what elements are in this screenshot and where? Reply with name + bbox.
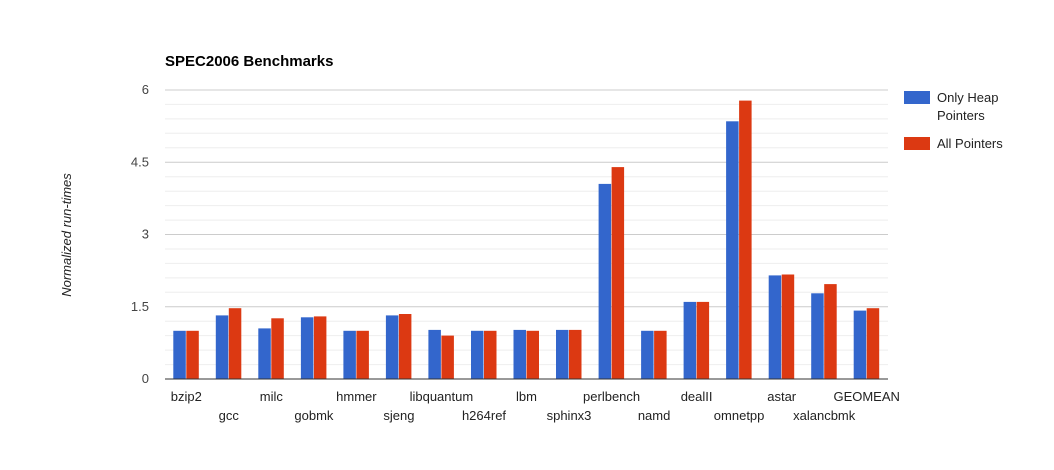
- x-category-label: bzip2: [171, 389, 202, 404]
- legend-swatch: [904, 91, 930, 104]
- x-category-label: dealII: [681, 389, 713, 404]
- bars: [165, 100, 888, 380]
- y-tick-label: 4.5: [131, 154, 149, 169]
- x-category-label: lbm: [516, 389, 537, 404]
- y-tick-label: 0: [142, 371, 149, 386]
- bar-astar-only-heap-pointers: [768, 275, 782, 379]
- x-category-label: gobmk: [294, 408, 334, 423]
- bar-gobmk-only-heap-pointers: [300, 317, 314, 379]
- legend-label: Only Heap Pointers: [937, 90, 998, 123]
- bar-geomean-all-pointers: [866, 308, 880, 379]
- x-category-label: omnetpp: [714, 408, 765, 423]
- bar-geomean-only-heap-pointers: [853, 310, 867, 379]
- chart-title: SPEC2006 Benchmarks: [165, 53, 333, 70]
- y-tick-label: 1.5: [131, 299, 149, 314]
- bar-xalancbmk-only-heap-pointers: [811, 293, 824, 379]
- bar-sphinx3-only-heap-pointers: [556, 329, 569, 379]
- bar-h264ref-all-pointers: [484, 330, 497, 379]
- bar-hmmer-all-pointers: [356, 330, 369, 379]
- bar-h264ref-only-heap-pointers: [471, 330, 484, 379]
- x-category-label: sjeng: [383, 408, 414, 423]
- bar-hmmer-only-heap-pointers: [343, 330, 356, 379]
- bar-libquantum-only-heap-pointers: [428, 329, 441, 379]
- y-tick-label: 3: [142, 227, 149, 242]
- bar-gobmk-all-pointers: [313, 316, 327, 379]
- bar-perlbench-only-heap-pointers: [598, 183, 612, 379]
- bar-astar-all-pointers: [781, 274, 795, 379]
- legend-swatch: [904, 137, 930, 150]
- bar-namd-all-pointers: [654, 330, 667, 379]
- x-category-label: hmmer: [336, 389, 377, 404]
- bar-gcc-all-pointers: [228, 308, 242, 379]
- bar-sphinx3-all-pointers: [569, 329, 582, 379]
- bar-milc-only-heap-pointers: [258, 328, 271, 379]
- y-tick-labels: 0 1.5 3 4.5 6: [131, 82, 149, 386]
- x-category-label: xalancbmk: [793, 408, 856, 423]
- bar-lbm-only-heap-pointers: [513, 329, 526, 379]
- bar-omnetpp-all-pointers: [739, 100, 752, 379]
- bar-lbm-all-pointers: [526, 330, 539, 379]
- x-category-label: milc: [260, 389, 284, 404]
- bar-dealii-only-heap-pointers: [683, 301, 697, 379]
- x-category-label: gcc: [219, 408, 240, 423]
- y-tick-label: 6: [142, 82, 149, 97]
- x-category-label: GEOMEAN: [833, 389, 899, 404]
- x-category-label: libquantum: [410, 389, 474, 404]
- y-axis-label: Normalized run-times: [59, 173, 74, 297]
- x-category-label: astar: [767, 389, 797, 404]
- bar-xalancbmk-all-pointers: [824, 284, 837, 379]
- legend-label: All Pointers: [937, 136, 1003, 151]
- bar-gcc-only-heap-pointers: [215, 315, 229, 379]
- bar-namd-only-heap-pointers: [641, 330, 654, 379]
- x-category-label: h264ref: [462, 408, 506, 423]
- x-category-label: sphinx3: [547, 408, 592, 423]
- gridlines: [165, 89, 888, 366]
- bar-sjeng-only-heap-pointers: [385, 315, 399, 379]
- bar-dealii-all-pointers: [696, 301, 710, 379]
- bar-libquantum-all-pointers: [441, 335, 454, 379]
- legend: Only Heap Pointers All Pointers: [904, 90, 1003, 151]
- bar-perlbench-all-pointers: [611, 167, 625, 379]
- x-category-label: namd: [638, 408, 671, 423]
- bar-sjeng-all-pointers: [398, 314, 412, 379]
- bar-bzip2-only-heap-pointers: [173, 330, 186, 379]
- x-category-label: perlbench: [583, 389, 640, 404]
- bar-omnetpp-only-heap-pointers: [726, 121, 739, 380]
- bar-milc-all-pointers: [271, 318, 284, 379]
- bar-bzip2-all-pointers: [186, 330, 199, 379]
